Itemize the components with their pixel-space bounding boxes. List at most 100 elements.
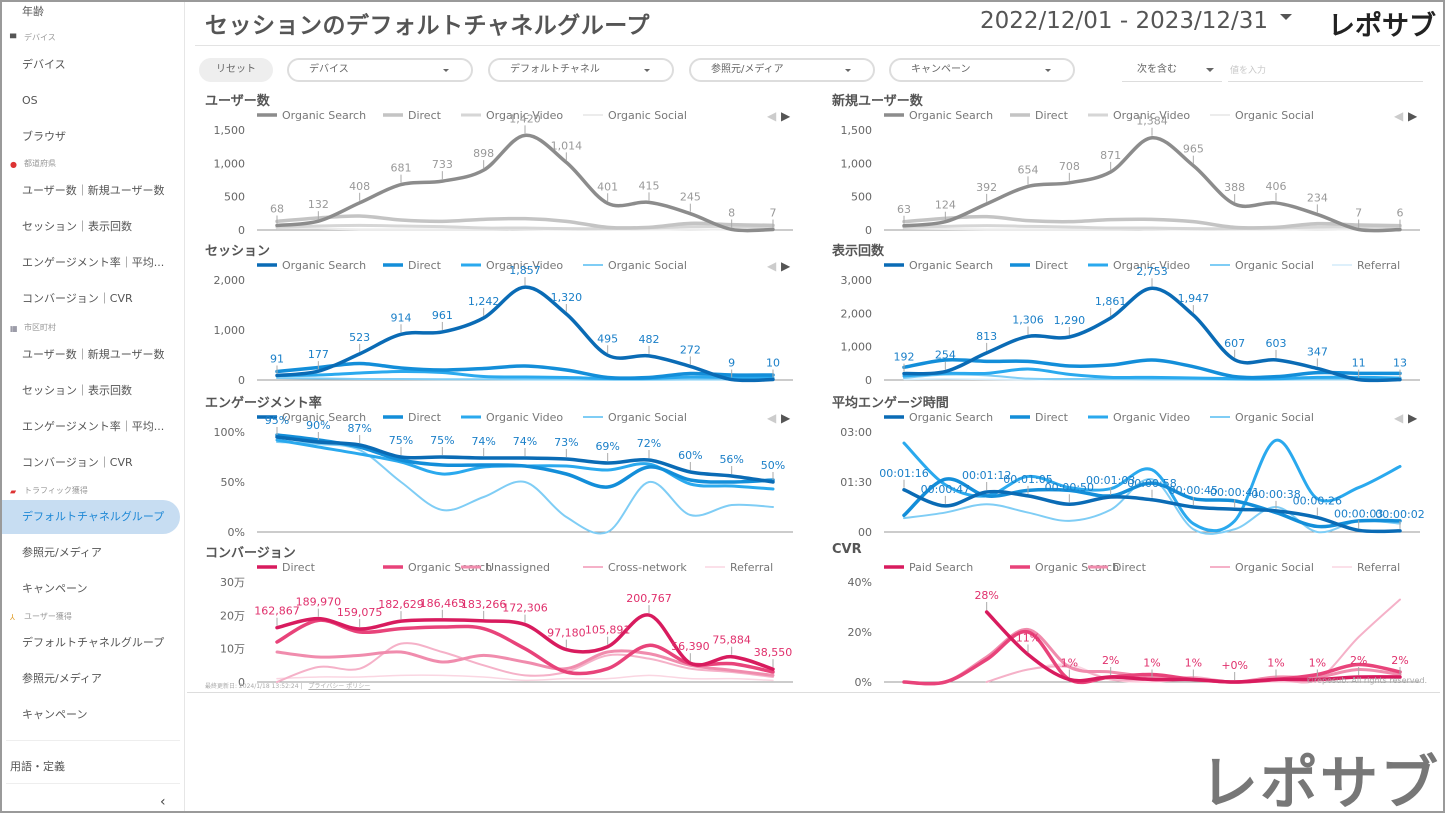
data-label: 69% — [595, 440, 619, 453]
legend-item[interactable]: Direct — [1010, 411, 1069, 424]
legend-next-icon[interactable]: ▶ — [1408, 109, 1418, 123]
sidebar-item[interactable]: OS — [22, 94, 38, 107]
legend-item[interactable]: Organic Social — [1210, 411, 1314, 424]
legend-item[interactable]: Organic Social — [583, 259, 687, 272]
series-line-organic-social[interactable] — [903, 373, 1401, 381]
sidebar-item[interactable]: キャンペーン — [22, 708, 88, 721]
series-line-direct[interactable] — [275, 613, 775, 671]
legend-item[interactable]: Organic Social — [583, 411, 687, 424]
legend-item[interactable]: Organic Video — [461, 259, 563, 272]
legend-item[interactable]: Organic Video — [461, 411, 563, 424]
legend-prev-icon[interactable]: ◀ — [767, 109, 777, 123]
legend-item[interactable]: Organic Social — [1210, 109, 1314, 122]
series-line-cross-network[interactable] — [276, 642, 774, 683]
series-line-direct[interactable] — [902, 358, 1402, 380]
sidebar-item[interactable]: キャンペーン — [22, 582, 88, 595]
series-line-organic-video[interactable] — [275, 223, 775, 231]
legend-item[interactable]: Organic Search — [257, 259, 366, 272]
series-line-organic-social[interactable] — [276, 377, 774, 381]
legend-item[interactable]: Cross-network — [583, 561, 687, 574]
series-line-organic-search[interactable] — [275, 133, 775, 233]
filter-value-input[interactable] — [1228, 60, 1423, 82]
legend-item[interactable]: Paid Search — [884, 561, 973, 574]
legend-item[interactable]: Organic Search — [257, 411, 366, 424]
series-line-organic-social[interactable] — [903, 478, 1401, 535]
legend-item[interactable]: Referral — [705, 561, 773, 574]
legend-item[interactable]: Organic Search — [1010, 561, 1119, 574]
legend-item[interactable]: Direct — [1010, 109, 1069, 122]
legend-item[interactable]: Referral — [1332, 561, 1400, 574]
legend-item[interactable]: Direct — [1010, 259, 1069, 272]
legend-item[interactable]: Organic Search — [257, 109, 366, 122]
sidebar-item[interactable]: 参照元/メディア — [22, 546, 102, 559]
series-line-organic-social[interactable] — [276, 441, 774, 535]
sidebar-item-age[interactable]: 年齢 — [22, 5, 44, 18]
legend-next-icon[interactable]: ▶ — [781, 109, 791, 123]
series-line-paid-search[interactable] — [984, 610, 1402, 684]
legend-item[interactable]: Organic Search — [383, 561, 492, 574]
reset-button[interactable]: リセット — [199, 58, 273, 82]
device-filter[interactable]: デバイス — [287, 58, 473, 82]
legend-item[interactable]: Organic Social — [1210, 561, 1314, 574]
legend-prev-icon[interactable]: ◀ — [767, 411, 777, 425]
series-line-organic-video[interactable] — [902, 224, 1402, 231]
legend-prev-icon[interactable]: ◀ — [1394, 109, 1404, 123]
sidebar-item[interactable]: エンゲージメント率｜平均... — [22, 420, 165, 433]
legend-item[interactable]: Organic Video — [1088, 259, 1190, 272]
series-line-organic-search[interactable] — [902, 286, 1402, 383]
legend-item[interactable]: Organic Social — [1210, 259, 1314, 272]
series-line-organic-search[interactable] — [902, 135, 1402, 233]
legend-item[interactable]: Direct — [383, 259, 442, 272]
series-line-direct[interactable] — [902, 477, 1402, 529]
sidebar-item[interactable]: コンバージョン｜CVR — [22, 292, 133, 305]
legend-next-icon[interactable]: ▶ — [1408, 411, 1418, 425]
legend-item[interactable]: Direct — [383, 411, 442, 424]
legend-item[interactable]: Organic Search — [884, 109, 993, 122]
campaign-filter[interactable]: キャンペーン — [889, 58, 1075, 82]
legend-item[interactable]: Organic Search — [884, 259, 993, 272]
series-line-referral[interactable] — [276, 674, 774, 682]
legend-item[interactable]: Referral — [1332, 259, 1400, 272]
series-line-organic-search[interactable] — [275, 435, 775, 484]
legend-item[interactable]: Direct — [383, 109, 442, 122]
sidebar-item[interactable]: エンゲージメント率｜平均... — [22, 256, 165, 269]
legend-next-icon[interactable]: ▶ — [781, 411, 791, 425]
series-line-organic-search[interactable] — [902, 488, 1402, 534]
legend-item[interactable]: Organic Video — [1088, 109, 1190, 122]
legend-prev-icon[interactable]: ◀ — [767, 259, 777, 273]
match-type-select[interactable]: 次を含む — [1122, 60, 1222, 82]
channel-filter[interactable]: デフォルトチャネル — [488, 58, 674, 82]
legend-next-icon[interactable]: ▶ — [781, 259, 791, 273]
collapse-sidebar-icon[interactable]: ‹ — [160, 794, 166, 810]
legend-item[interactable]: Organic Video — [461, 109, 563, 122]
date-dropdown-caret-icon[interactable] — [1280, 14, 1292, 20]
legend-item[interactable]: Unassigned — [461, 561, 550, 574]
series-line-organic-video[interactable] — [275, 369, 775, 381]
legend-item[interactable]: Direct — [257, 561, 316, 574]
series-line-direct[interactable] — [275, 361, 775, 380]
legend-prev-icon[interactable]: ◀ — [1394, 411, 1404, 425]
sidebar-item[interactable]: ユーザー数｜新規ユーザー数 — [22, 184, 165, 197]
series-line-organic-video[interactable] — [902, 367, 1402, 381]
sidebar-item[interactable]: コンバージョン｜CVR — [22, 456, 133, 469]
sidebar-item[interactable]: ユーザー数｜新規ユーザー数 — [22, 348, 165, 361]
legend-item[interactable]: Direct — [1088, 561, 1147, 574]
sidebar-item[interactable]: ブラウザ — [22, 130, 66, 143]
source-medium-filter[interactable]: 参照元/メディア — [689, 58, 875, 82]
legend-item[interactable]: Organic Video — [1088, 411, 1190, 424]
legend-item[interactable]: Organic Search — [884, 411, 993, 424]
sidebar-item[interactable]: セッション｜表示回数 — [22, 220, 132, 233]
sidebar-item[interactable]: デフォルトチャネルグループ — [22, 636, 165, 649]
sidebar-item-terms[interactable]: 用語・定義 — [10, 760, 65, 773]
sidebar-item[interactable]: デバイス — [22, 58, 66, 71]
privacy-policy-link[interactable]: プライバシー ポリシー — [308, 683, 371, 690]
series-line-direct[interactable] — [275, 214, 775, 230]
date-range-picker[interactable]: 2022/12/01 - 2023/12/31 — [980, 8, 1269, 34]
series-line-organic-search[interactable] — [275, 285, 775, 383]
legend-item[interactable]: Organic Social — [583, 109, 687, 122]
sidebar-item[interactable]: セッション｜表示回数 — [22, 384, 132, 397]
sidebar-item[interactable]: 参照元/メディア — [22, 672, 102, 685]
series-line-direct[interactable] — [902, 214, 1402, 230]
sidebar-item[interactable]: デフォルトチャネルグループ — [2, 500, 180, 534]
series-line-direct[interactable] — [275, 433, 775, 489]
